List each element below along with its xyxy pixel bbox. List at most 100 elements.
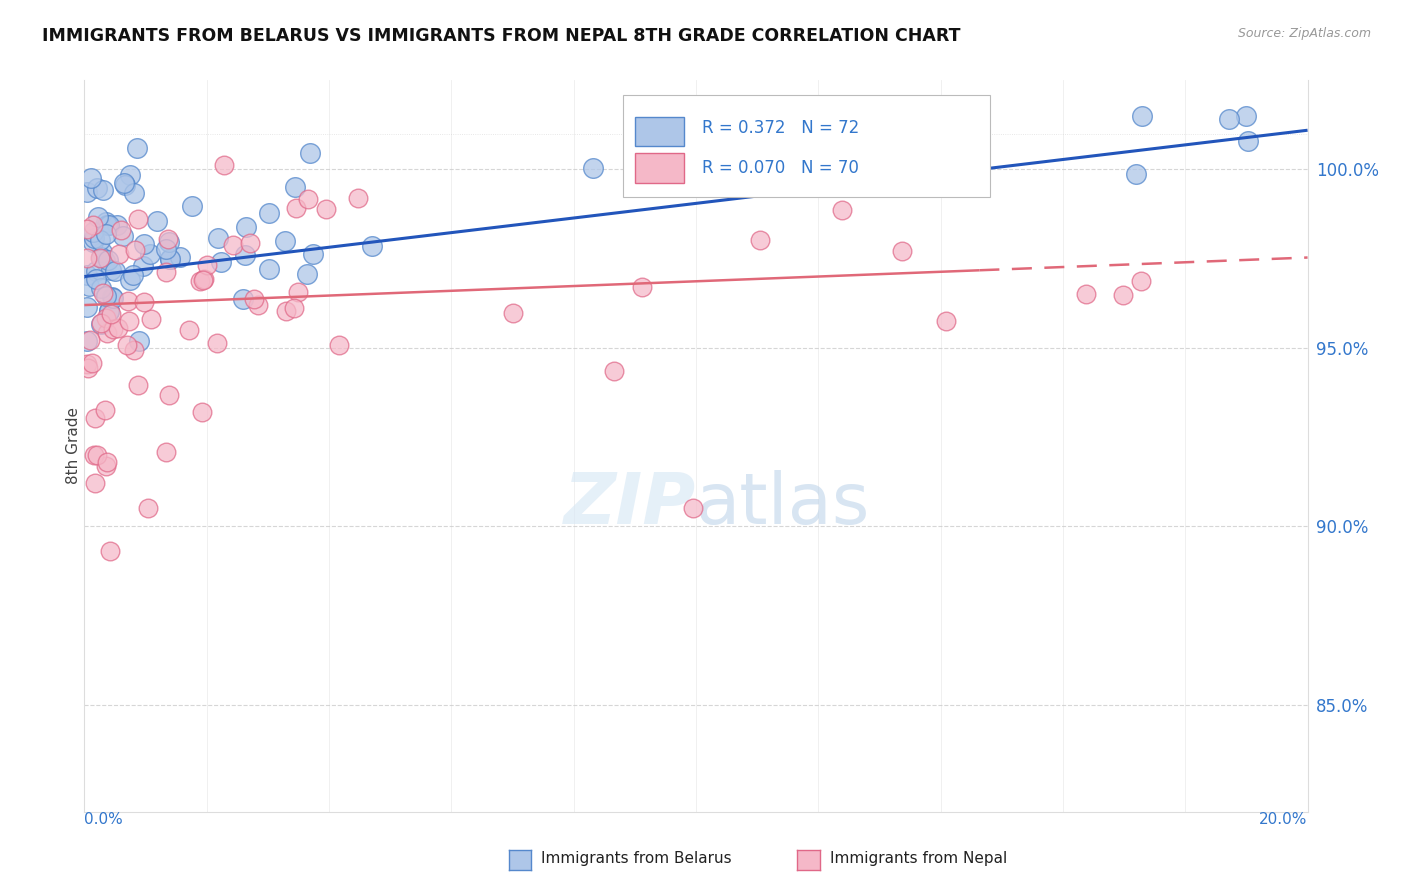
Point [94,254,117,268]
Point [891,244,914,258]
Point [122,186,145,201]
Point [98,303,121,318]
Point [90,281,112,295]
Text: 0.0%: 0.0% [84,812,124,827]
Point [346,191,368,205]
Point [191,405,214,419]
Point [127,378,149,392]
Point [96,311,118,326]
Point [302,247,325,261]
Point [76,357,98,371]
Point [177,323,200,337]
Point [79,278,101,293]
Point [84,264,107,278]
Point [257,261,280,276]
Point [195,258,218,272]
Point [120,168,142,182]
Point [96,227,118,241]
Text: R = 0.372   N = 72: R = 0.372 N = 72 [702,119,859,136]
Point [1074,287,1097,301]
Point [80,356,103,370]
Point [100,307,122,321]
Point [101,290,124,304]
Point [169,250,191,264]
Point [84,272,107,286]
Point [82,235,104,250]
Point [134,236,156,251]
Point [155,445,177,459]
Point [284,180,307,194]
Y-axis label: 8th Grade: 8th Grade [66,408,80,484]
Point [105,218,128,232]
Point [831,203,853,218]
Point [96,218,118,232]
Text: 20.0%: 20.0% [1260,812,1308,827]
Point [97,252,120,267]
Point [295,267,318,281]
Point [157,235,180,250]
Point [108,247,131,261]
Point [86,448,108,462]
Point [136,501,159,516]
Point [121,268,143,282]
Point [89,251,111,265]
Point [155,265,177,279]
Point [159,252,181,267]
Point [243,293,266,307]
Point [682,501,704,516]
Point [98,304,121,318]
Point [94,403,117,417]
Point [128,334,150,349]
Point [191,273,214,287]
Point [603,363,626,377]
Point [297,192,319,206]
Point [1237,134,1260,148]
Point [90,244,112,259]
Text: IMMIGRANTS FROM BELARUS VS IMMIGRANTS FROM NEPAL 8TH GRADE CORRELATION CHART: IMMIGRANTS FROM BELARUS VS IMMIGRANTS FR… [42,27,960,45]
Point [117,338,139,352]
Point [125,141,148,155]
Point [98,544,121,558]
Point [94,289,117,303]
Point [1130,109,1153,123]
Point [90,316,112,330]
Point [76,185,98,199]
Point [83,231,105,245]
Point [94,215,117,229]
Point [284,201,307,215]
Point [207,231,229,245]
Text: Immigrants from Belarus: Immigrants from Belarus [541,851,733,865]
Point [93,184,115,198]
Point [79,333,101,347]
Point [257,205,280,219]
Point [97,218,120,232]
Point [76,300,98,314]
Point [935,314,957,328]
Point [193,271,215,285]
Point [124,244,146,258]
Point [96,455,118,469]
Point [1234,109,1257,123]
Point [86,180,108,194]
Point [117,314,139,328]
Point [107,320,129,334]
Point [76,334,98,348]
Point [111,229,134,244]
Point [101,322,124,336]
Point [315,202,337,217]
Point [83,411,105,425]
Point [630,280,652,294]
Point [112,177,135,191]
Point [89,233,111,247]
Point [118,273,141,287]
Text: Source: ZipAtlas.com: Source: ZipAtlas.com [1237,27,1371,40]
Point [299,146,322,161]
Point [87,210,110,224]
Point [145,214,167,228]
Point [117,293,139,308]
Point [159,252,181,266]
Point [127,211,149,226]
Point [207,336,229,351]
FancyBboxPatch shape [636,153,683,183]
Point [212,158,235,172]
